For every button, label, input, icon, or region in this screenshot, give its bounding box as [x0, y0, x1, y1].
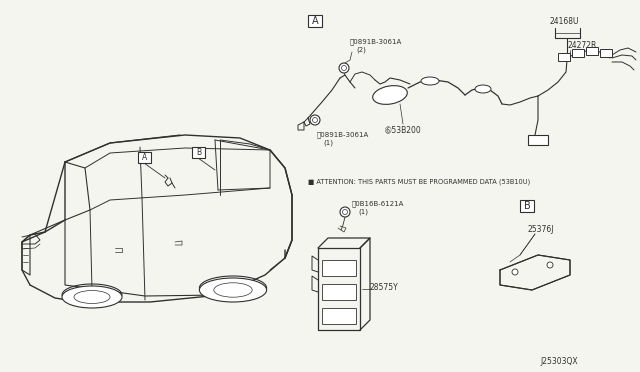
Text: B: B: [196, 148, 201, 157]
Circle shape: [342, 65, 346, 71]
Text: 25376J: 25376J: [527, 225, 554, 234]
Text: A: A: [142, 153, 147, 162]
Ellipse shape: [214, 283, 252, 297]
Ellipse shape: [62, 286, 122, 308]
Ellipse shape: [372, 86, 407, 105]
Bar: [192, 147, 205, 158]
Circle shape: [547, 262, 553, 268]
Text: Ⓞ0B16B-6121A: Ⓞ0B16B-6121A: [352, 201, 404, 207]
Text: (1): (1): [358, 209, 368, 215]
Bar: [572, 49, 584, 57]
Text: (1): (1): [323, 140, 333, 146]
Bar: [138, 152, 151, 163]
Text: ■ ATTENTION: THIS PARTS MUST BE PROGRAMMED DATA (53B10U): ■ ATTENTION: THIS PARTS MUST BE PROGRAMM…: [308, 179, 531, 185]
Circle shape: [312, 118, 317, 122]
Circle shape: [310, 115, 320, 125]
Text: S: S: [344, 209, 347, 215]
Text: 24168U: 24168U: [550, 17, 579, 26]
Bar: [586, 47, 598, 55]
Ellipse shape: [200, 278, 267, 302]
Circle shape: [512, 269, 518, 275]
Ellipse shape: [421, 77, 439, 85]
Text: J25303QX: J25303QX: [540, 357, 578, 366]
Bar: [322, 284, 356, 300]
Text: ⓝ0891B-3061A: ⓝ0891B-3061A: [317, 132, 369, 138]
Bar: [600, 49, 612, 57]
Ellipse shape: [74, 291, 110, 304]
Text: A: A: [312, 16, 318, 26]
Text: 24272R: 24272R: [568, 42, 597, 51]
Bar: [322, 260, 356, 276]
Text: B: B: [524, 201, 531, 211]
Circle shape: [340, 207, 350, 217]
Text: 28575Y: 28575Y: [370, 283, 399, 292]
Bar: [322, 308, 356, 324]
Bar: [558, 53, 570, 61]
Bar: [520, 200, 534, 212]
Text: (2): (2): [356, 47, 366, 53]
Bar: [308, 15, 322, 27]
Ellipse shape: [475, 85, 491, 93]
Text: ➅53B200: ➅53B200: [385, 125, 421, 134]
Text: ⓝ0891B-3061A: ⓝ0891B-3061A: [350, 39, 403, 45]
Circle shape: [339, 63, 349, 73]
Circle shape: [342, 209, 348, 215]
Bar: [528, 135, 548, 145]
